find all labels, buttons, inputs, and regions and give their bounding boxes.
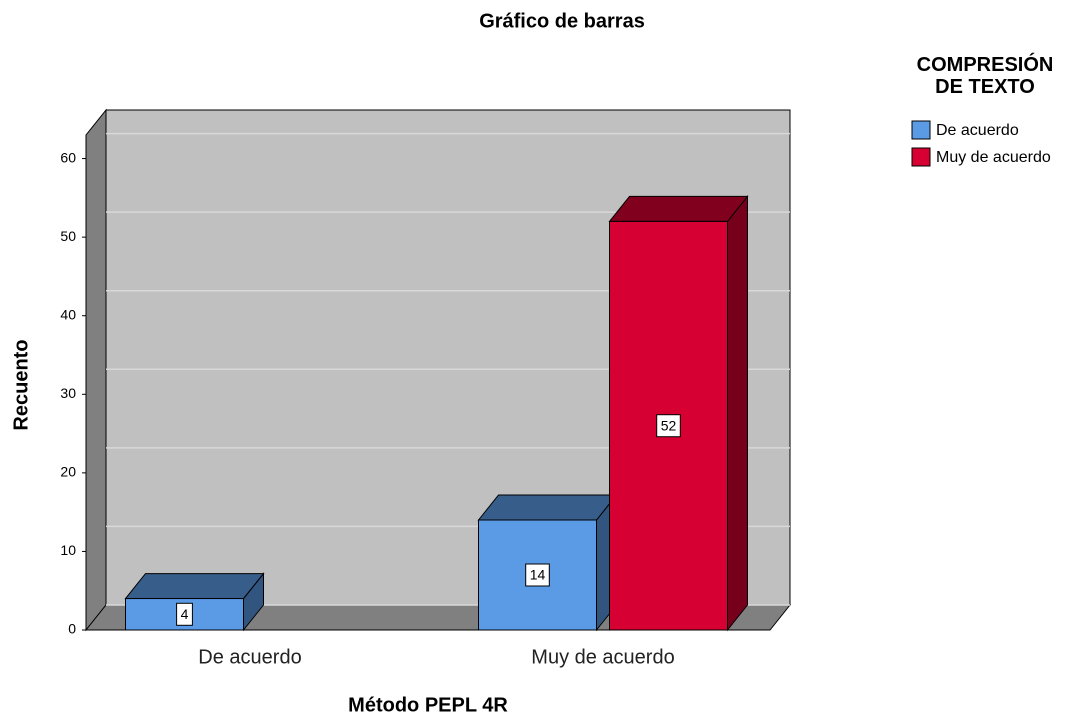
chart-title: Gráfico de barras	[479, 10, 645, 32]
x-axis-label: Método PEPL 4R	[348, 694, 508, 716]
bar	[608, 195, 749, 632]
y-tick-label: 10	[60, 542, 76, 558]
value-label-box	[525, 563, 550, 587]
bar-side	[727, 195, 748, 632]
y-axis-label: Recuento	[10, 339, 32, 430]
value-label: 52	[661, 417, 677, 433]
y-tick-label: 40	[60, 306, 76, 322]
legend-title: COMPRESIÓN DE TEXTO	[916, 54, 1054, 98]
value-label: 14	[530, 567, 546, 583]
bar-top	[608, 195, 749, 222]
value-label: 4	[181, 606, 189, 622]
value-label-box	[656, 414, 681, 438]
bar	[124, 572, 265, 632]
y-tick-label: 60	[60, 149, 76, 165]
legend-label: De acuerdo	[936, 122, 1019, 139]
left-wall	[85, 108, 107, 632]
legend-swatch	[911, 120, 931, 140]
bar-top	[477, 494, 618, 521]
y-tick-label: 50	[60, 228, 76, 244]
y-tick-label: 20	[60, 464, 76, 480]
bar-top	[124, 573, 265, 600]
value-label-box	[176, 602, 193, 626]
x-tick-label: De acuerdo	[198, 646, 301, 668]
y-tick-label: 0	[68, 621, 76, 637]
legend-swatch	[911, 147, 931, 167]
x-tick-label: Muy de acuerdo	[531, 646, 674, 668]
y-tick-label: 30	[60, 385, 76, 401]
bar	[477, 493, 618, 632]
legend-label: Muy de acuerdo	[936, 149, 1051, 166]
